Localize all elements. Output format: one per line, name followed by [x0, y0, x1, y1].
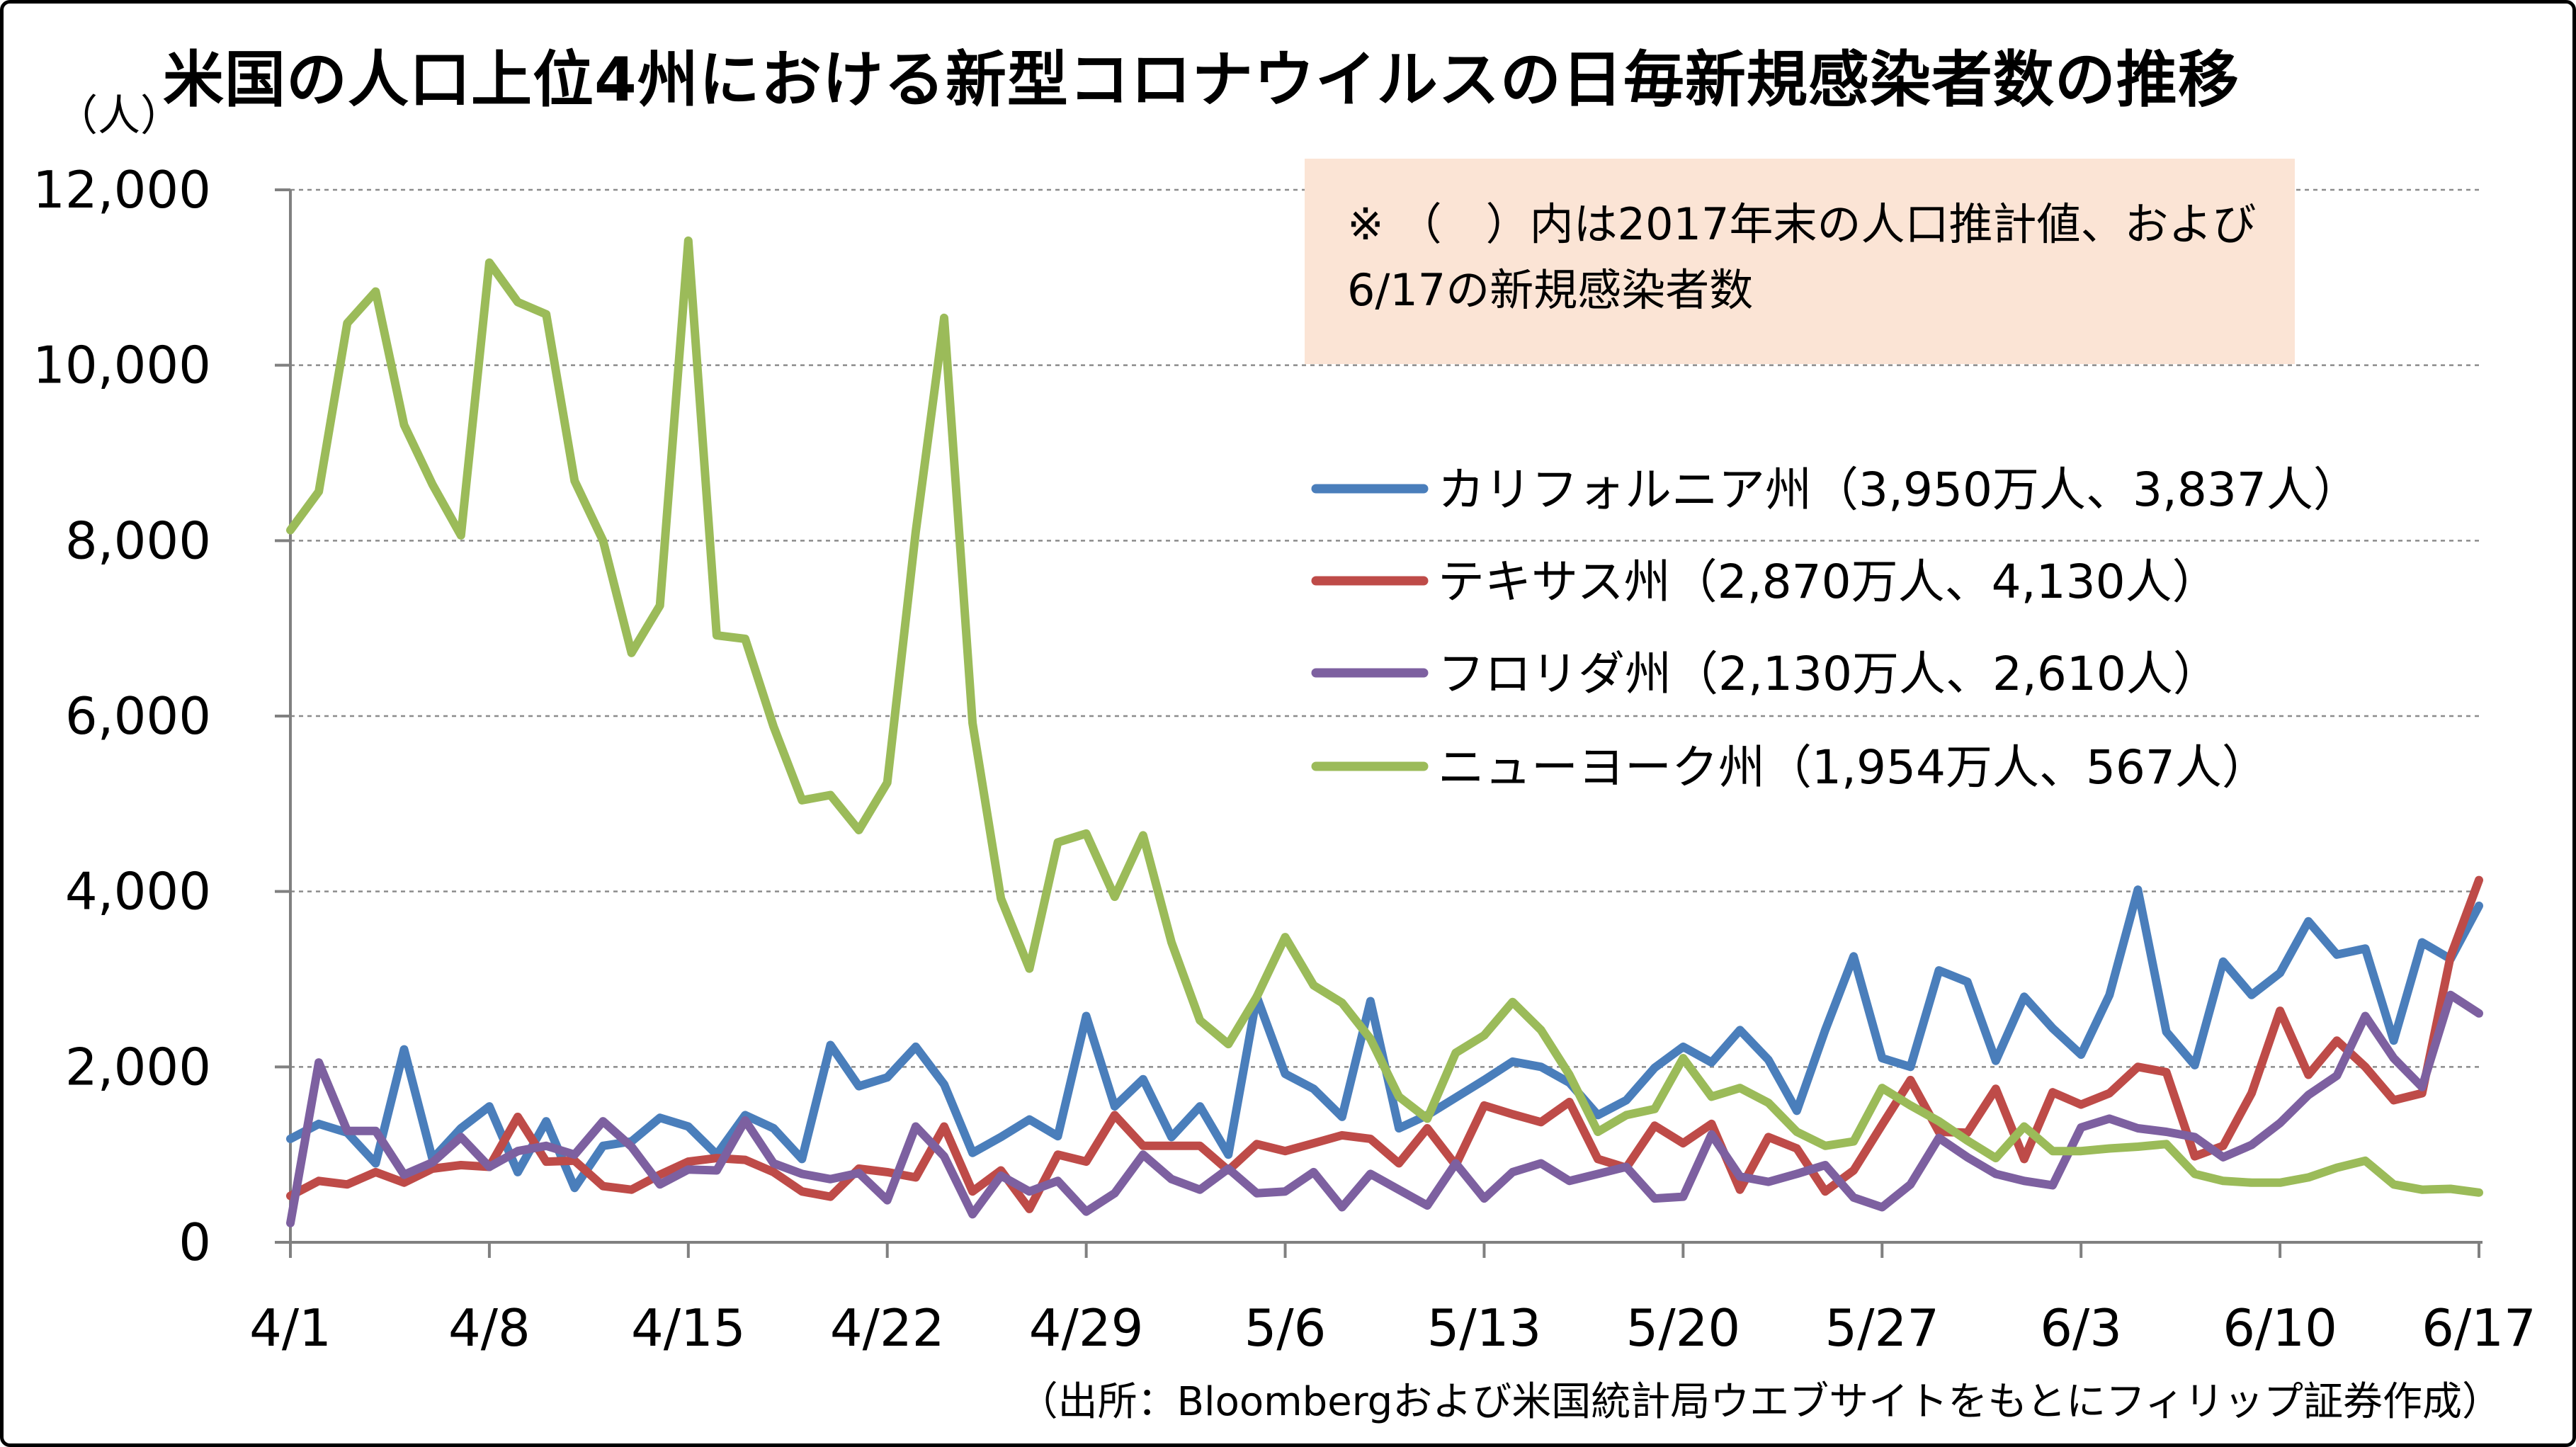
y-axis-unit-label: （人） — [55, 91, 183, 141]
x-tick-label: 4/8 — [448, 1298, 530, 1358]
axes: 0 2,000 4,000 6,000 8,000 10,000 12,000 4/1 4/8 4… — [33, 160, 2536, 1358]
x-tick-label: 4/15 — [631, 1298, 746, 1358]
series-lines — [286, 236, 2483, 1227]
x-tick-label: 4/1 — [249, 1298, 331, 1358]
y-tick-label: 0 — [178, 1213, 211, 1272]
series-line-2 — [286, 990, 2483, 1227]
y-tick-label: 10,000 — [33, 336, 211, 395]
series-line-1 — [286, 875, 2483, 1213]
chart-title: 米国の人口上位4州における新型コロナウイルスの日毎新規感染者数の推移 — [163, 45, 2240, 115]
y-tick-label: 12,000 — [33, 160, 211, 220]
series-line-3 — [286, 236, 2483, 1197]
x-tick-label: 4/22 — [830, 1298, 945, 1358]
x-tick-label: 5/20 — [1626, 1298, 1741, 1358]
x-tick-label: 5/13 — [1427, 1298, 1542, 1358]
x-tick-label: 6/3 — [2040, 1298, 2122, 1358]
y-tick-label: 4,000 — [65, 862, 211, 921]
x-tick-label: 6/17 — [2422, 1298, 2536, 1358]
note-box: ※ （ ）内は2017年末の人口推計値、および 6/17の新規感染者数 — [1305, 159, 2295, 364]
x-tick-label: 5/6 — [1244, 1298, 1327, 1358]
x-tick-label: 6/10 — [2223, 1298, 2337, 1358]
x-tick-label: 5/27 — [1825, 1298, 1939, 1358]
x-tick-label: 4/29 — [1029, 1298, 1144, 1358]
y-tick-label: 8,000 — [65, 511, 211, 570]
note-line-2: 6/17の新規感染者数 — [1347, 264, 1754, 316]
note-line-1: ※ （ ）内は2017年末の人口推計値、および — [1347, 198, 2257, 250]
source-note: （出所：Bloombergおよび米国統計局ウエブサイトをもとにフィリップ証券作成… — [1018, 1379, 2502, 1425]
y-tick-label: 6,000 — [65, 686, 211, 746]
y-tick-label: 2,000 — [65, 1037, 211, 1096]
